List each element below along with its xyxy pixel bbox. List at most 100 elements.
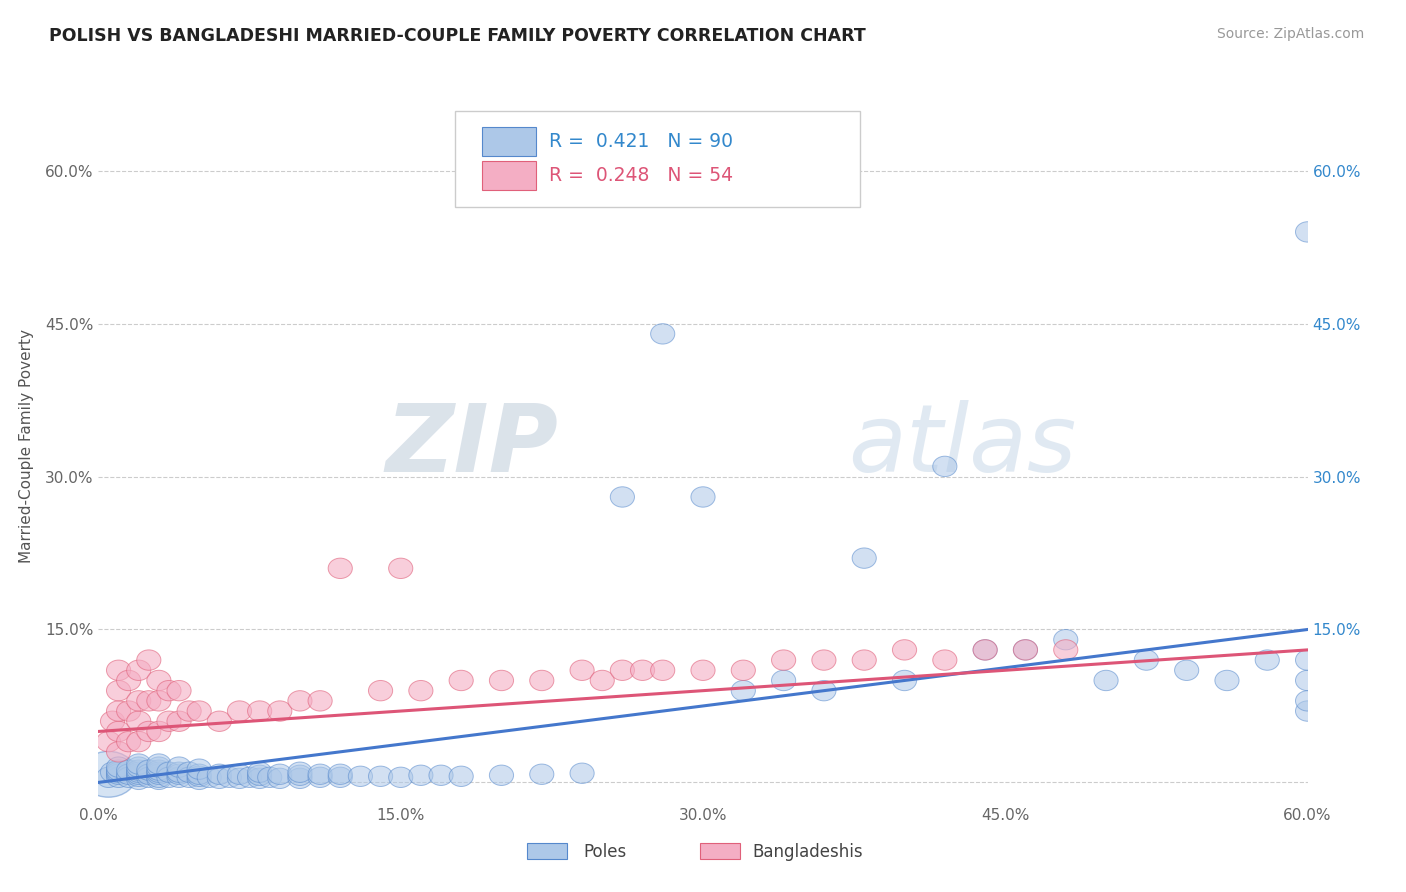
Ellipse shape xyxy=(257,767,281,788)
Ellipse shape xyxy=(107,764,131,784)
Ellipse shape xyxy=(409,681,433,701)
Ellipse shape xyxy=(187,701,211,722)
Ellipse shape xyxy=(146,762,172,782)
Ellipse shape xyxy=(569,763,595,783)
Ellipse shape xyxy=(127,757,150,777)
Ellipse shape xyxy=(146,760,172,780)
Ellipse shape xyxy=(973,640,997,660)
Ellipse shape xyxy=(932,650,957,670)
Ellipse shape xyxy=(187,759,211,780)
Ellipse shape xyxy=(731,660,755,681)
FancyBboxPatch shape xyxy=(482,127,536,155)
Ellipse shape xyxy=(308,764,332,784)
Ellipse shape xyxy=(167,757,191,777)
Ellipse shape xyxy=(107,762,131,782)
Ellipse shape xyxy=(610,660,634,681)
Ellipse shape xyxy=(852,548,876,568)
Ellipse shape xyxy=(308,767,332,788)
Ellipse shape xyxy=(167,681,191,701)
Ellipse shape xyxy=(247,762,271,782)
Ellipse shape xyxy=(100,711,125,731)
Ellipse shape xyxy=(107,741,131,762)
FancyBboxPatch shape xyxy=(482,161,536,190)
Ellipse shape xyxy=(429,765,453,786)
Ellipse shape xyxy=(1215,670,1239,690)
Ellipse shape xyxy=(228,701,252,722)
Ellipse shape xyxy=(177,762,201,782)
Ellipse shape xyxy=(530,764,554,784)
Text: Source: ZipAtlas.com: Source: ZipAtlas.com xyxy=(1216,27,1364,41)
Ellipse shape xyxy=(1295,690,1320,711)
Ellipse shape xyxy=(489,670,513,690)
Ellipse shape xyxy=(811,650,837,670)
Ellipse shape xyxy=(288,762,312,782)
Ellipse shape xyxy=(107,767,131,788)
Ellipse shape xyxy=(107,757,131,777)
Ellipse shape xyxy=(1135,650,1159,670)
Ellipse shape xyxy=(127,769,150,789)
Ellipse shape xyxy=(1295,222,1320,242)
Ellipse shape xyxy=(97,731,121,752)
Ellipse shape xyxy=(630,660,655,681)
Ellipse shape xyxy=(308,690,332,711)
Ellipse shape xyxy=(388,767,413,788)
Ellipse shape xyxy=(690,487,716,508)
Ellipse shape xyxy=(893,670,917,690)
FancyBboxPatch shape xyxy=(527,843,567,859)
Text: ZIP: ZIP xyxy=(385,400,558,492)
Ellipse shape xyxy=(187,766,211,787)
Ellipse shape xyxy=(368,766,392,787)
Ellipse shape xyxy=(136,767,160,788)
Ellipse shape xyxy=(288,690,312,711)
Ellipse shape xyxy=(368,681,392,701)
Y-axis label: Married-Couple Family Poverty: Married-Couple Family Poverty xyxy=(18,329,34,563)
Ellipse shape xyxy=(80,751,136,797)
Ellipse shape xyxy=(177,701,201,722)
Ellipse shape xyxy=(146,690,172,711)
Ellipse shape xyxy=(146,757,172,777)
Ellipse shape xyxy=(127,764,150,784)
Ellipse shape xyxy=(107,660,131,681)
Ellipse shape xyxy=(127,731,150,752)
Text: R =  0.421   N = 90: R = 0.421 N = 90 xyxy=(550,132,734,151)
Ellipse shape xyxy=(207,711,232,731)
Ellipse shape xyxy=(100,762,125,782)
Ellipse shape xyxy=(1014,640,1038,660)
Ellipse shape xyxy=(127,690,150,711)
Ellipse shape xyxy=(157,711,181,731)
Ellipse shape xyxy=(328,767,353,788)
Ellipse shape xyxy=(569,660,595,681)
Ellipse shape xyxy=(409,765,433,786)
Text: atlas: atlas xyxy=(848,401,1077,491)
Ellipse shape xyxy=(167,767,191,788)
Ellipse shape xyxy=(288,765,312,786)
Ellipse shape xyxy=(1295,701,1320,722)
Ellipse shape xyxy=(1256,650,1279,670)
Ellipse shape xyxy=(288,768,312,789)
Ellipse shape xyxy=(107,722,131,741)
Ellipse shape xyxy=(1094,670,1118,690)
Ellipse shape xyxy=(146,767,172,788)
Ellipse shape xyxy=(1014,640,1038,660)
Ellipse shape xyxy=(167,762,191,782)
Ellipse shape xyxy=(449,766,474,787)
Ellipse shape xyxy=(207,768,232,789)
Ellipse shape xyxy=(136,760,160,780)
Ellipse shape xyxy=(811,681,837,701)
Ellipse shape xyxy=(117,760,141,780)
Ellipse shape xyxy=(218,767,242,788)
Ellipse shape xyxy=(197,767,221,788)
Ellipse shape xyxy=(591,670,614,690)
Ellipse shape xyxy=(127,766,150,787)
Text: Poles: Poles xyxy=(583,843,627,861)
Ellipse shape xyxy=(136,764,160,784)
Ellipse shape xyxy=(117,767,141,788)
Ellipse shape xyxy=(238,767,262,788)
Ellipse shape xyxy=(117,670,141,690)
Ellipse shape xyxy=(167,711,191,731)
FancyBboxPatch shape xyxy=(700,843,740,859)
Ellipse shape xyxy=(731,681,755,701)
Ellipse shape xyxy=(146,769,172,789)
Ellipse shape xyxy=(1295,650,1320,670)
Ellipse shape xyxy=(349,766,373,787)
